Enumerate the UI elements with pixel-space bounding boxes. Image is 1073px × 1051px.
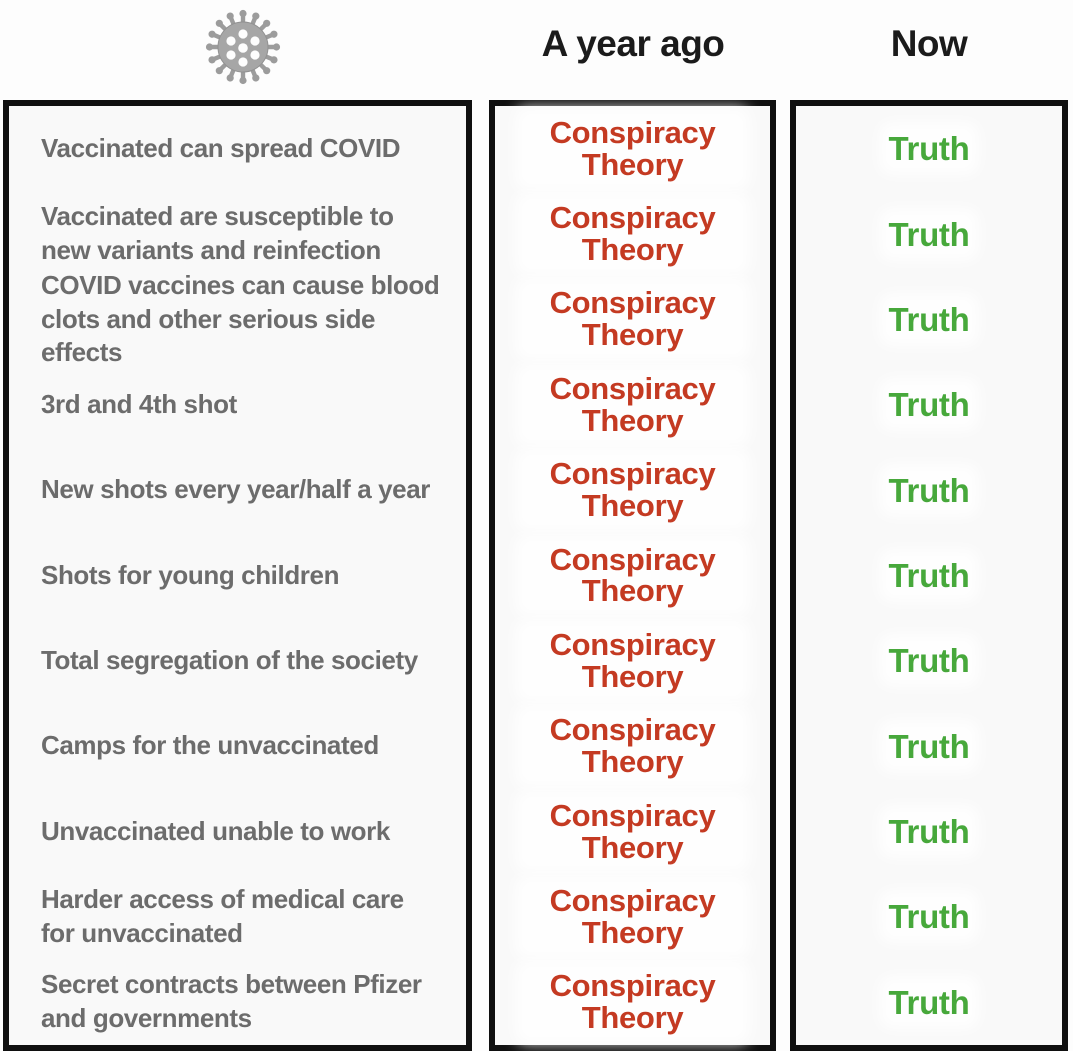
now-cell: Truth (796, 704, 1062, 789)
a-year-ago-column: Conspiracy Theory Conspiracy Theory Conspi… (489, 100, 776, 1051)
claim-cell: 3rd and 4th shot (9, 362, 466, 447)
truth-label: Truth (888, 386, 970, 424)
now-column: Truth Truth Truth Truth Truth Truth Truth Truth… (790, 100, 1068, 1051)
truth-label: Truth (888, 215, 970, 253)
truth-label: Truth (888, 813, 970, 851)
a-year-ago-cell: Conspiracy Theory (495, 533, 770, 618)
a-year-ago-cell: Conspiracy Theory (495, 362, 770, 447)
claim-label: Secret contracts between Pfizer and gove… (41, 969, 422, 1034)
claim-label: Harder access of medical care for unvacc… (41, 884, 404, 948)
claim-cell: Vaccinated are susceptible to new varian… (9, 191, 466, 276)
now-cell: Truth (796, 277, 1062, 362)
claim-label: 3rd and 4th shot (41, 388, 237, 419)
truth-label: Truth (888, 727, 970, 765)
a-year-ago-cell: Conspiracy Theory (495, 277, 770, 362)
conspiracy-theory-label: Conspiracy Theory (525, 458, 740, 523)
claim-cell: Camps for the unvaccinated (9, 704, 466, 789)
claim-cell: New shots every year/half a year (9, 447, 466, 532)
claim-label: Total segregation of the society (41, 644, 418, 675)
claim-cell: Unvaccinated unable to work (9, 789, 466, 874)
conspiracy-theory-label: Conspiracy Theory (525, 372, 740, 437)
claim-cell: Shots for young children (9, 533, 466, 618)
claim-label: Unvaccinated unable to work (41, 815, 390, 846)
claim-cell: Secret contracts between Pfizer and gove… (9, 960, 466, 1045)
conspiracy-theory-label: Conspiracy Theory (525, 714, 740, 779)
conspiracy-theory-label: Conspiracy Theory (525, 885, 740, 949)
a-year-ago-cell: Conspiracy Theory (495, 106, 770, 191)
now-cell: Truth (796, 106, 1062, 191)
now-cell: Truth (796, 618, 1062, 703)
truth-label: Truth (888, 130, 970, 168)
now-cell: Truth (796, 191, 1062, 276)
claim-cell: Vaccinated can spread COVID (9, 106, 466, 191)
now-cell: Truth (796, 874, 1062, 959)
claim-label: Vaccinated are susceptible to new varian… (41, 201, 394, 266)
claim-label: COVID vaccines can cause blood clots and… (41, 269, 440, 368)
claim-cell: COVID vaccines can cause blood clots and… (9, 270, 466, 368)
claims-column: Vaccinated can spread COVID Vaccinated ar… (3, 100, 472, 1051)
claim-label: Vaccinated can spread COVID (41, 132, 401, 163)
a-year-ago-cell: Conspiracy Theory (495, 447, 770, 532)
conspiracy-theory-label: Conspiracy Theory (525, 202, 740, 266)
truth-label: Truth (888, 642, 970, 680)
truth-label: Truth (888, 300, 970, 338)
conspiracy-theory-label: Conspiracy Theory (525, 970, 740, 1035)
claim-label: Shots for young children (41, 559, 340, 590)
a-year-ago-cell: Conspiracy Theory (495, 191, 770, 276)
claim-label: Camps for the unvaccinated (41, 730, 379, 761)
header-now: Now (890, 23, 968, 64)
header: A year ago Now (0, 0, 1073, 100)
truth-label: Truth (888, 556, 970, 594)
header-a-year-ago: A year ago (541, 23, 725, 64)
now-cell: Truth (796, 362, 1062, 447)
now-cell: Truth (796, 789, 1062, 874)
a-year-ago-cell: Conspiracy Theory (495, 960, 770, 1045)
truth-label: Truth (888, 898, 970, 936)
conspiracy-theory-label: Conspiracy Theory (525, 799, 740, 864)
claim-cell: Total segregation of the society (9, 618, 466, 703)
coronavirus-icon (205, 9, 281, 85)
a-year-ago-cell: Conspiracy Theory (495, 618, 770, 703)
a-year-ago-cell: Conspiracy Theory (495, 704, 770, 789)
claim-cell: Harder access of medical care for unvacc… (9, 874, 466, 959)
now-cell: Truth (796, 960, 1062, 1045)
now-cell: Truth (796, 533, 1062, 618)
conspiracy-theory-label: Conspiracy Theory (525, 287, 740, 352)
truth-label: Truth (888, 471, 970, 509)
conspiracy-theory-label: Conspiracy Theory (525, 628, 740, 693)
claim-label: New shots every year/half a year (41, 474, 430, 505)
a-year-ago-cell: Conspiracy Theory (495, 874, 770, 959)
conspiracy-theory-label: Conspiracy Theory (525, 116, 740, 181)
a-year-ago-cell: Conspiracy Theory (495, 789, 770, 874)
conspiracy-theory-label: Conspiracy Theory (525, 543, 740, 608)
truth-label: Truth (888, 983, 970, 1021)
now-cell: Truth (796, 447, 1062, 532)
